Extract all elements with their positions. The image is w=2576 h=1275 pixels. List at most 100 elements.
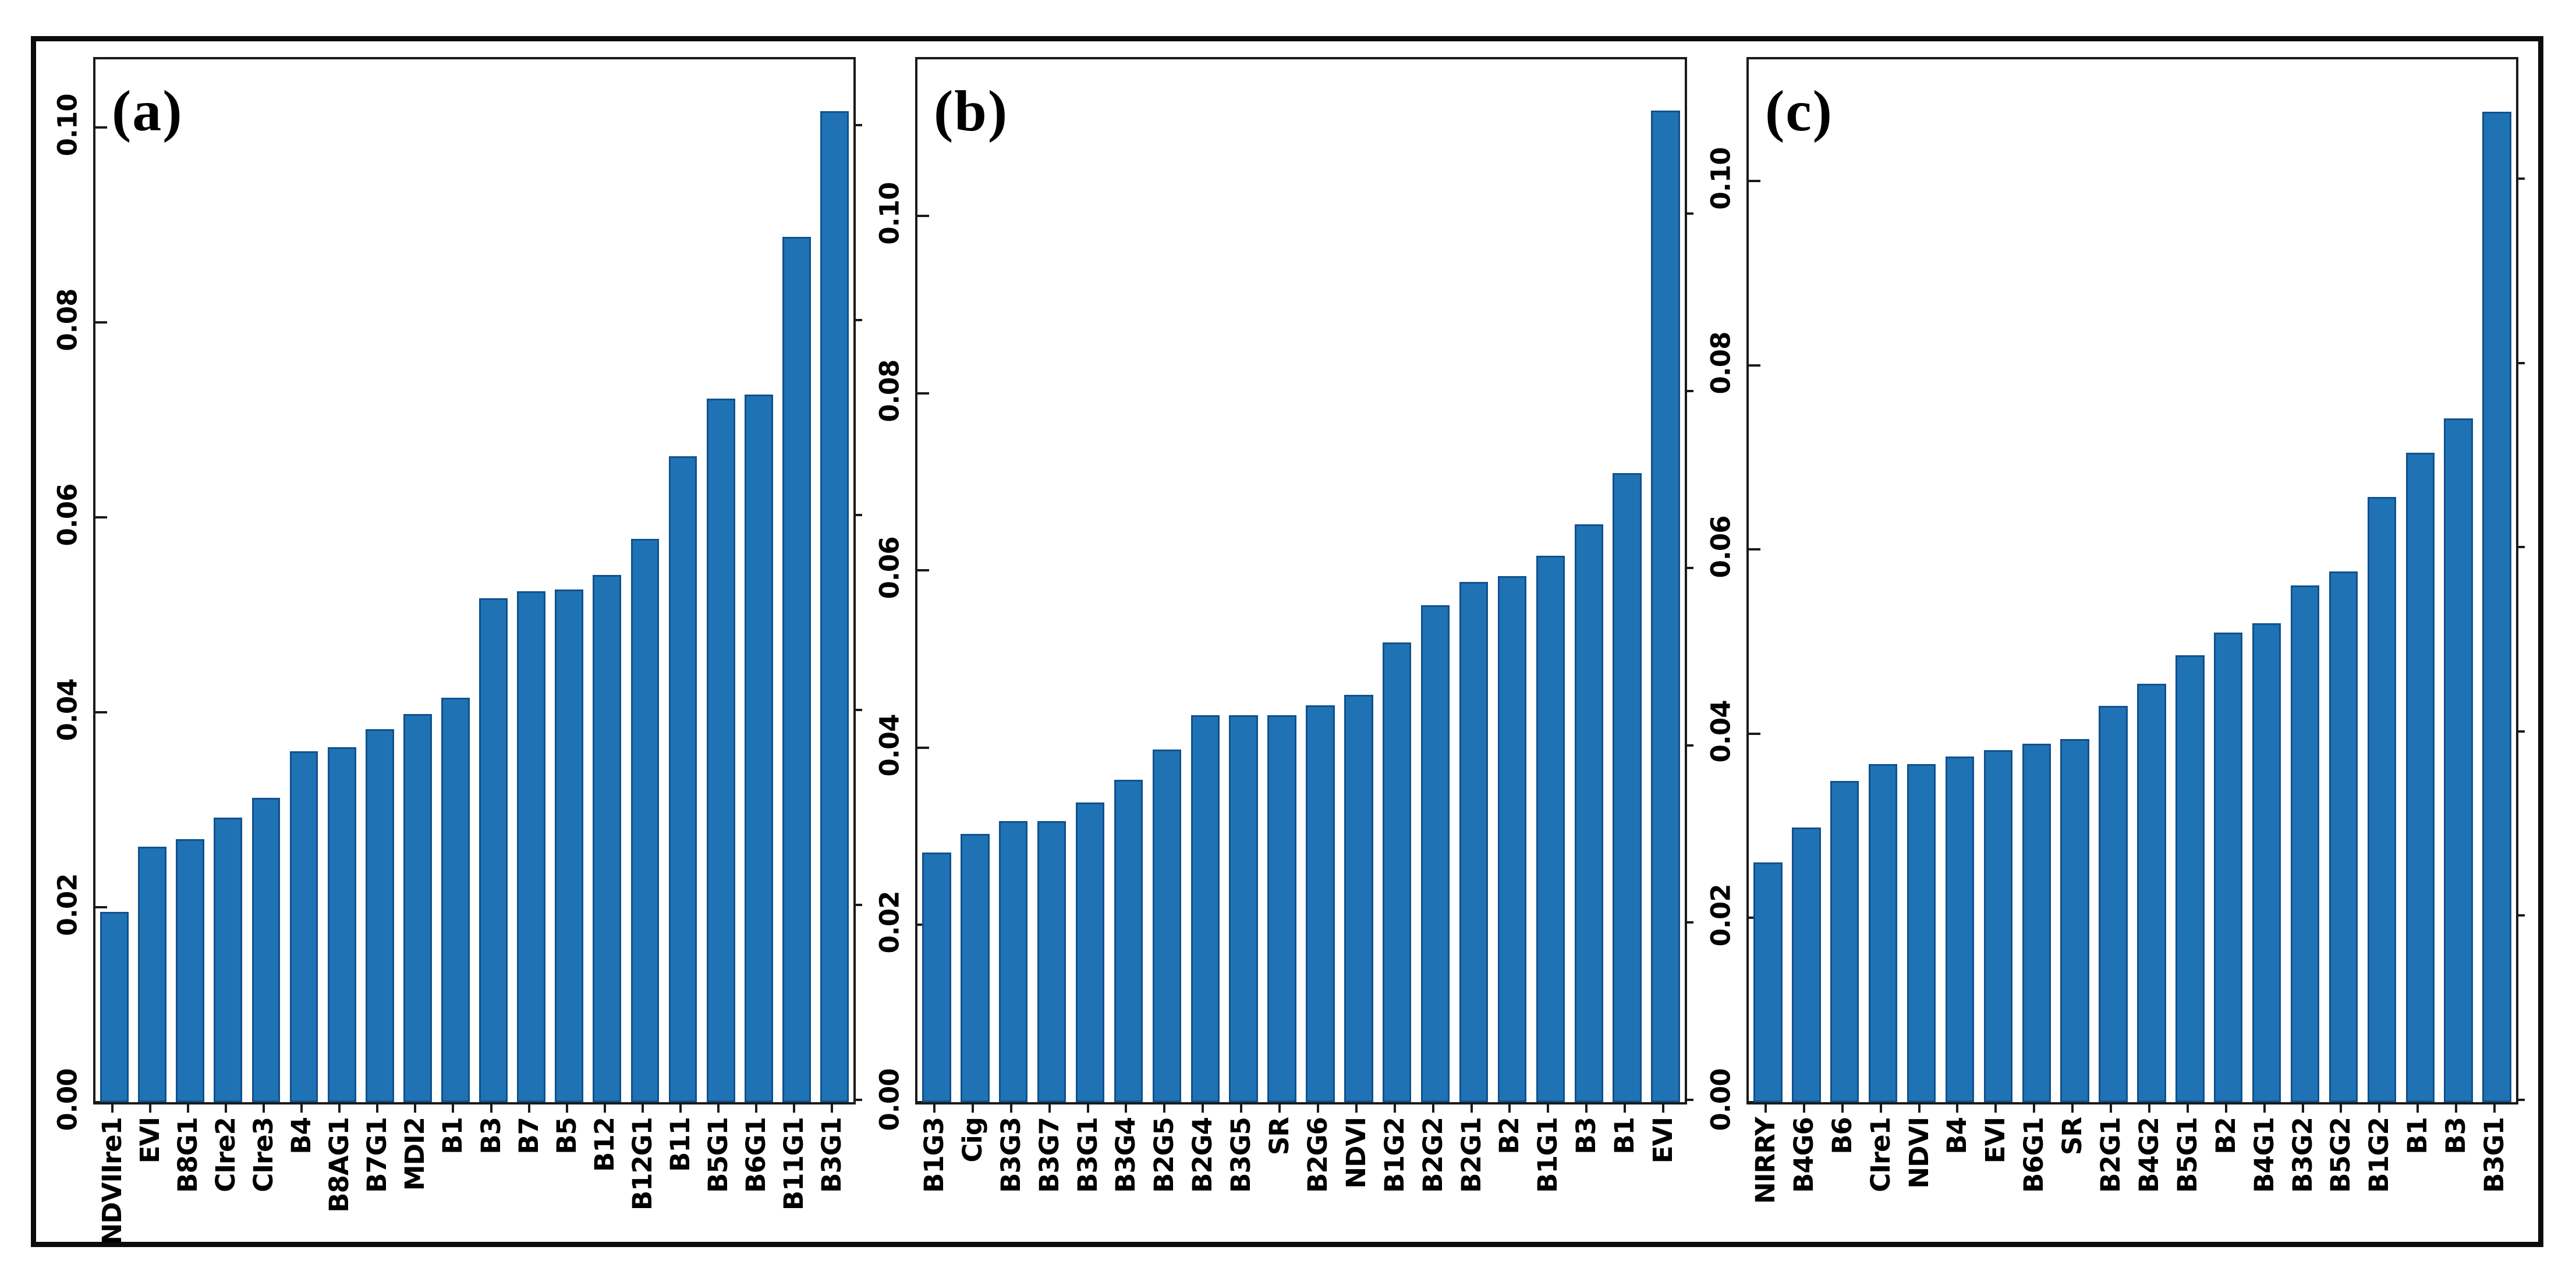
y-tick-mark (95, 516, 107, 519)
x-tick-mark (1508, 1102, 1511, 1113)
bar-B5G1 (706, 398, 735, 1102)
x-tick-mark (262, 1102, 265, 1113)
x-tick-mark (1918, 1102, 1921, 1113)
bar-B4G1 (2252, 623, 2281, 1102)
y-tick-mark (1749, 364, 1760, 367)
x-tick-label: B5G1 (2171, 1117, 2203, 1193)
y-tick-label: 0.00 (1705, 1068, 1737, 1131)
bar-B1 (441, 697, 470, 1102)
y-tick-label: 0.06 (1705, 516, 1737, 578)
x-tick-mark (2378, 1102, 2381, 1113)
y-tick-mark-right (2516, 177, 2525, 180)
panel-letter: (b) (934, 79, 1009, 143)
y-tick-mark-right (2516, 361, 2525, 364)
x-tick-mark (376, 1102, 379, 1113)
bar-B11G1 (782, 236, 811, 1102)
x-tick-mark (933, 1102, 936, 1113)
y-tick-mark (917, 1101, 929, 1103)
x-tick-label: B1G2 (2364, 1117, 2395, 1193)
x-tick-label: NIRRY (1749, 1117, 1781, 1204)
bar-MDI2 (403, 714, 432, 1102)
bar-B3G2 (2290, 585, 2320, 1102)
x-tick-mark (717, 1102, 720, 1113)
bar-B4 (289, 751, 318, 1102)
bar-B2G4 (1190, 715, 1220, 1102)
y-tick-mark-right (2516, 1099, 2525, 1101)
bar-B1G2 (1383, 642, 1412, 1102)
x-tick-label: B3 (2440, 1117, 2472, 1155)
x-tick-mark (2186, 1102, 2189, 1113)
x-tick-mark (2148, 1102, 2150, 1113)
bar-NDVI (1344, 694, 1373, 1102)
x-tick-mark (2340, 1102, 2343, 1113)
x-tick-mark (1393, 1102, 1396, 1113)
bar-CIre2 (214, 817, 243, 1102)
y-tick-mark (1749, 179, 1760, 182)
bar-CIre1 (1868, 764, 1898, 1102)
bar-CIre3 (251, 798, 281, 1102)
bar-B3G1 (2482, 112, 2511, 1102)
y-tick-mark (917, 392, 929, 395)
bar-B5 (555, 589, 584, 1102)
x-tick-label: B5G2 (2325, 1117, 2357, 1193)
x-tick-mark (1125, 1102, 1128, 1113)
x-tick-label: B6 (1826, 1117, 1858, 1155)
bar-B5G1 (2175, 655, 2205, 1102)
bar-B2G6 (1306, 705, 1335, 1102)
x-tick-mark (186, 1102, 189, 1113)
bar-B1 (2405, 452, 2435, 1102)
bar-B2 (1497, 576, 1527, 1102)
bar-B3G1 (1075, 802, 1105, 1102)
bar-NDVI (1907, 764, 1936, 1102)
y-tick-mark (917, 569, 929, 572)
x-tick-mark (2455, 1102, 2458, 1113)
y-tick-mark (95, 906, 107, 909)
y-tick-mark (95, 711, 107, 714)
y-tick-label: 0.02 (1705, 884, 1737, 947)
x-tick-mark (224, 1102, 227, 1113)
x-tick-mark (2224, 1102, 2227, 1113)
x-tick-mark (1240, 1102, 1243, 1113)
bar-EVI (1651, 111, 1680, 1102)
x-tick-mark (2033, 1102, 2036, 1113)
bar-SR (2060, 739, 2089, 1102)
bar-B4 (1945, 757, 1975, 1102)
y-tick-mark (917, 215, 929, 218)
y-tick-mark-right (1685, 1099, 1693, 1101)
y-tick-mark-right (1685, 921, 1693, 924)
bar-NIRRY (1753, 862, 1783, 1102)
bar-B7G1 (365, 729, 394, 1102)
bar-B6 (1830, 780, 1859, 1102)
y-tick-mark-right (2516, 546, 2525, 549)
x-tick-mark (603, 1102, 606, 1113)
x-tick-label: B3G2 (2287, 1117, 2318, 1193)
x-tick-mark (148, 1102, 151, 1113)
y-tick-mark-right (853, 1099, 862, 1101)
x-tick-mark (1879, 1102, 1882, 1113)
x-tick-label: B6G1 (2018, 1117, 2050, 1193)
bar-B1G3 (922, 852, 951, 1102)
bar-B2G1 (1459, 582, 1489, 1102)
x-tick-mark (1086, 1102, 1089, 1113)
y-tick-mark-right (853, 709, 862, 712)
bar-B3 (2444, 418, 2473, 1102)
x-tick-mark (679, 1102, 682, 1113)
x-tick-mark (1431, 1102, 1434, 1113)
bar-B6G1 (2022, 744, 2051, 1102)
x-tick-mark (1278, 1102, 1281, 1113)
x-tick-mark (1470, 1102, 1473, 1113)
bar-B3G5 (1229, 715, 1258, 1102)
x-tick-mark (452, 1102, 455, 1113)
bar-B1G1 (1536, 555, 1565, 1102)
x-tick-mark (1764, 1102, 1767, 1113)
x-tick-label: B2 (2210, 1117, 2241, 1155)
bar-B8G1 (176, 839, 205, 1102)
bar-B7 (517, 591, 546, 1102)
figure-border (31, 36, 2543, 1247)
y-tick-mark-right (853, 514, 862, 517)
x-tick-mark (111, 1102, 114, 1113)
